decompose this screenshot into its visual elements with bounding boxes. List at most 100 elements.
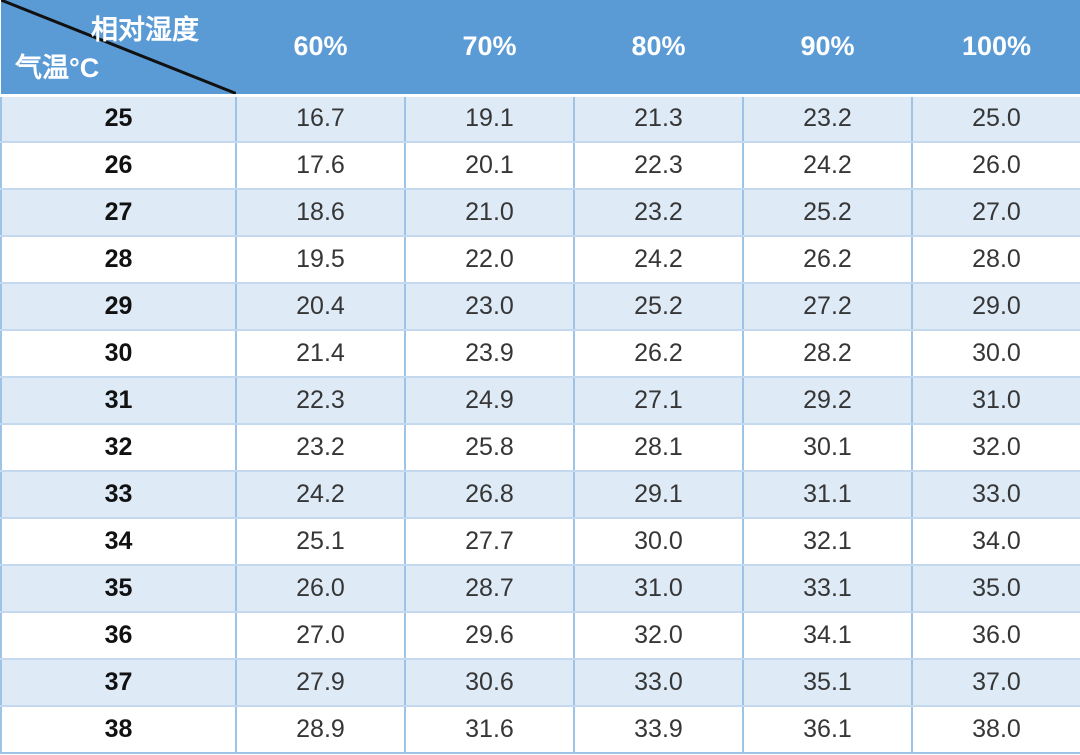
row-header-temperature: 33	[0, 471, 237, 519]
dewpoint-cell: 21.3	[574, 95, 744, 143]
dewpoint-cell: 38.0	[912, 706, 1080, 754]
row-header-temperature: 31	[0, 377, 237, 425]
dewpoint-cell: 29.2	[743, 377, 913, 425]
dewpoint-cell: 26.2	[743, 236, 913, 284]
dewpoint-cell: 29.1	[574, 471, 744, 519]
table-body: 25 16.7 19.1 21.3 23.2 25.0 26 17.6 20.1 22.3 24.2…	[0, 95, 1080, 754]
dewpoint-cell: 25.8	[405, 424, 575, 472]
dewpoint-cell: 22.3	[236, 377, 406, 425]
dewpoint-cell: 25.1	[236, 518, 406, 566]
dewpoint-cell: 16.7	[236, 95, 406, 143]
row-header-temperature: 36	[0, 612, 237, 660]
row-header-temperature: 32	[0, 424, 237, 472]
dewpoint-cell: 27.0	[912, 189, 1080, 237]
dewpoint-cell: 28.9	[236, 706, 406, 754]
dewpoint-cell: 35.1	[743, 659, 913, 707]
dewpoint-cell: 30.0	[574, 518, 744, 566]
dewpoint-cell: 26.0	[236, 565, 406, 613]
dewpoint-cell: 23.2	[743, 95, 913, 143]
dewpoint-cell: 35.0	[912, 565, 1080, 613]
row-header-temperature: 35	[0, 565, 237, 613]
dewpoint-cell: 29.0	[912, 283, 1080, 331]
dewpoint-cell: 24.2	[236, 471, 406, 519]
dewpoint-cell: 34.0	[912, 518, 1080, 566]
diagonal-line	[1, 0, 236, 94]
dewpoint-cell: 17.6	[236, 142, 406, 190]
column-header-60pct: 60%	[236, 0, 405, 97]
dewpoint-cell: 25.2	[574, 283, 744, 331]
dewpoint-cell: 27.2	[743, 283, 913, 331]
dewpoint-cell: 31.6	[405, 706, 575, 754]
table-row: 25 16.7 19.1 21.3 23.2 25.0	[0, 95, 1080, 143]
dewpoint-cell: 27.7	[405, 518, 575, 566]
row-header-temperature: 37	[0, 659, 237, 707]
dewpoint-cell: 21.4	[236, 330, 406, 378]
row-header-temperature: 30	[0, 330, 237, 378]
dewpoint-cell: 33.0	[912, 471, 1080, 519]
dewpoint-cell: 19.1	[405, 95, 575, 143]
dewpoint-cell: 21.0	[405, 189, 575, 237]
dewpoint-cell: 28.1	[574, 424, 744, 472]
dewpoint-cell: 30.1	[743, 424, 913, 472]
dewpoint-cell: 33.1	[743, 565, 913, 613]
table-row: 30 21.4 23.9 26.2 28.2 30.0	[0, 330, 1080, 378]
table-row: 29 20.4 23.0 25.2 27.2 29.0	[0, 283, 1080, 331]
dewpoint-cell: 34.1	[743, 612, 913, 660]
table-header: 相对湿度 气温°C 60% 70% 80% 90% 100%	[1, 0, 1080, 97]
dewpoint-cell: 18.6	[236, 189, 406, 237]
table-row: 35 26.0 28.7 31.0 33.1 35.0	[0, 565, 1080, 613]
dewpoint-cell: 32.1	[743, 518, 913, 566]
humidity-axis-label: 相对湿度	[91, 15, 199, 45]
temperature-axis-label: 气温°C	[15, 52, 100, 83]
column-header-80pct: 80%	[574, 0, 743, 97]
row-header-temperature: 25	[0, 95, 237, 143]
table-row: 37 27.9 30.6 33.0 35.1 37.0	[0, 659, 1080, 707]
dewpoint-cell: 31.0	[912, 377, 1080, 425]
dewpoint-cell: 24.2	[574, 236, 744, 284]
row-header-temperature: 34	[0, 518, 237, 566]
row-header-temperature: 29	[0, 283, 237, 331]
column-header-100pct: 100%	[912, 0, 1080, 97]
dewpoint-cell: 31.0	[574, 565, 744, 613]
table-row: 33 24.2 26.8 29.1 31.1 33.0	[0, 471, 1080, 519]
table-row: 31 22.3 24.9 27.1 29.2 31.0	[0, 377, 1080, 425]
dewpoint-cell: 26.2	[574, 330, 744, 378]
dewpoint-cell: 32.0	[912, 424, 1080, 472]
row-header-temperature: 26	[0, 142, 237, 190]
table-row: 38 28.9 31.6 33.9 36.1 38.0	[0, 706, 1080, 754]
dewpoint-cell: 28.2	[743, 330, 913, 378]
dewpoint-cell: 27.1	[574, 377, 744, 425]
dewpoint-cell: 37.0	[912, 659, 1080, 707]
dewpoint-cell: 27.0	[236, 612, 406, 660]
dewpoint-cell: 23.9	[405, 330, 575, 378]
dewpoint-cell: 25.0	[912, 95, 1080, 143]
dewpoint-cell: 36.1	[743, 706, 913, 754]
column-header-90pct: 90%	[743, 0, 912, 97]
diagonal-header-cell: 相对湿度 气温°C	[1, 0, 236, 97]
dewpoint-cell: 23.2	[574, 189, 744, 237]
dewpoint-cell: 22.3	[574, 142, 744, 190]
dewpoint-cell: 23.2	[236, 424, 406, 472]
table-row: 27 18.6 21.0 23.2 25.2 27.0	[0, 189, 1080, 237]
dewpoint-cell: 24.9	[405, 377, 575, 425]
table-row: 32 23.2 25.8 28.1 30.1 32.0	[0, 424, 1080, 472]
dewpoint-cell: 31.1	[743, 471, 913, 519]
dewpoint-cell: 30.6	[405, 659, 575, 707]
dewpoint-cell: 28.7	[405, 565, 575, 613]
table-row: 28 19.5 22.0 24.2 26.2 28.0	[0, 236, 1080, 284]
dewpoint-cell: 30.0	[912, 330, 1080, 378]
dewpoint-cell: 26.0	[912, 142, 1080, 190]
dewpoint-cell: 26.8	[405, 471, 575, 519]
dewpoint-cell: 22.0	[405, 236, 575, 284]
column-header-70pct: 70%	[405, 0, 574, 97]
row-header-temperature: 38	[0, 706, 237, 754]
table-row: 34 25.1 27.7 30.0 32.1 34.0	[0, 518, 1080, 566]
dewpoint-cell: 23.0	[405, 283, 575, 331]
dewpoint-cell: 20.4	[236, 283, 406, 331]
dewpoint-cell: 24.2	[743, 142, 913, 190]
header-row: 相对湿度 气温°C 60% 70% 80% 90% 100%	[1, 0, 1080, 97]
dewpoint-cell: 36.0	[912, 612, 1080, 660]
dewpoint-cell: 20.1	[405, 142, 575, 190]
row-header-temperature: 27	[0, 189, 237, 237]
